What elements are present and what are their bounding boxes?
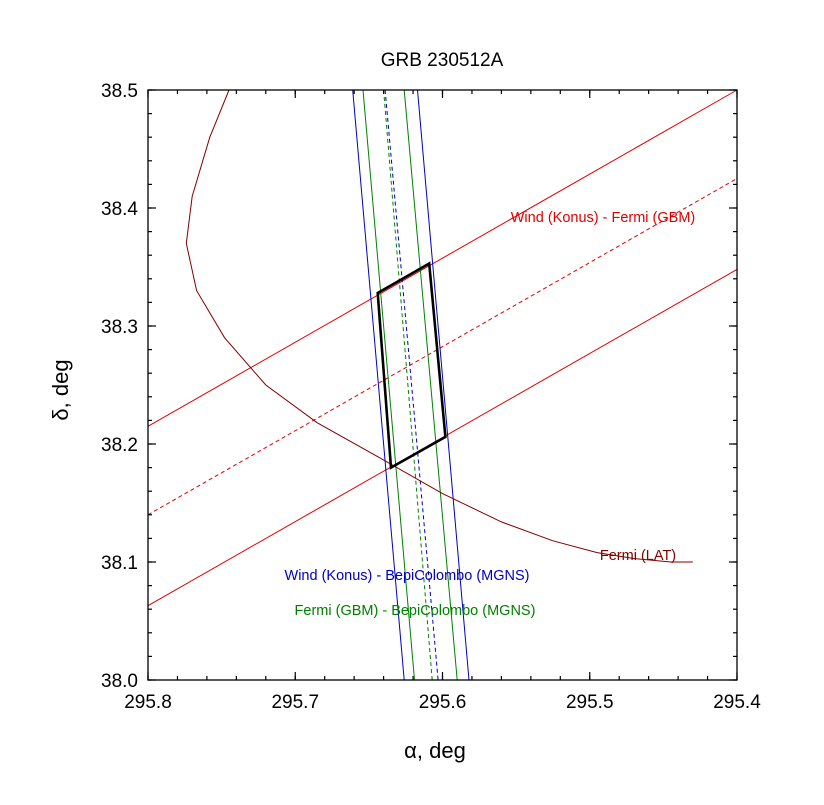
x-axis-title: α, deg	[404, 738, 466, 763]
series-konus-gbm-center	[147, 178, 738, 516]
x-tick-label: 295.4	[713, 692, 761, 713]
series-konus-mgns-right	[417, 89, 470, 681]
series-gbm-mgns-left	[362, 89, 415, 681]
label-fermi-lat: Fermi (LAT)	[600, 548, 676, 564]
y-tick-label: 38.3	[101, 317, 138, 338]
series-gbm-mgns-right	[403, 89, 458, 681]
y-tick-label: 38.4	[101, 199, 138, 220]
x-tick-label: 295.6	[419, 692, 467, 713]
plot-marks	[147, 89, 738, 681]
chart-title: GRB 230512A	[381, 50, 504, 71]
y-tick-label: 38.0	[101, 671, 138, 692]
label-wind-konus-bepicolombo-mgns: Wind (Konus) - BepiColombo (MGNS)	[285, 568, 530, 584]
plot-frame	[147, 89, 738, 681]
series-lat	[185, 89, 693, 563]
series-konus-gbm-upper	[147, 89, 738, 427]
label-fermi-gbm-bepicolombo-mgns: Fermi (GBM) - BepiColombo (MGNS)	[295, 603, 536, 619]
y-tick-label: 38.1	[101, 553, 138, 574]
y-tick-label: 38.2	[101, 435, 138, 456]
axes: 295.8 295.7 295.6 295.5 295.4 38.0 38.1 38.2 38.…	[101, 81, 761, 713]
x-tick-label: 295.8	[124, 692, 172, 713]
y-tick-label: 38.5	[101, 81, 138, 102]
series-error-box	[376, 261, 447, 470]
y-axis-title: δ, deg	[48, 359, 73, 420]
annotations: Wind (Konus) - Fermi (GBM) Wind (Konus) …	[285, 210, 696, 619]
label-wind-konus-fermi-gbm: Wind (Konus) - Fermi (GBM)	[511, 210, 696, 226]
series-konus-mgns-center	[384, 89, 439, 681]
series-gbm-mgns-center	[383, 89, 433, 681]
x-tick-label: 295.5	[566, 692, 614, 713]
x-tick-label: 295.7	[271, 692, 319, 713]
series-konus-mgns-left	[352, 89, 405, 681]
